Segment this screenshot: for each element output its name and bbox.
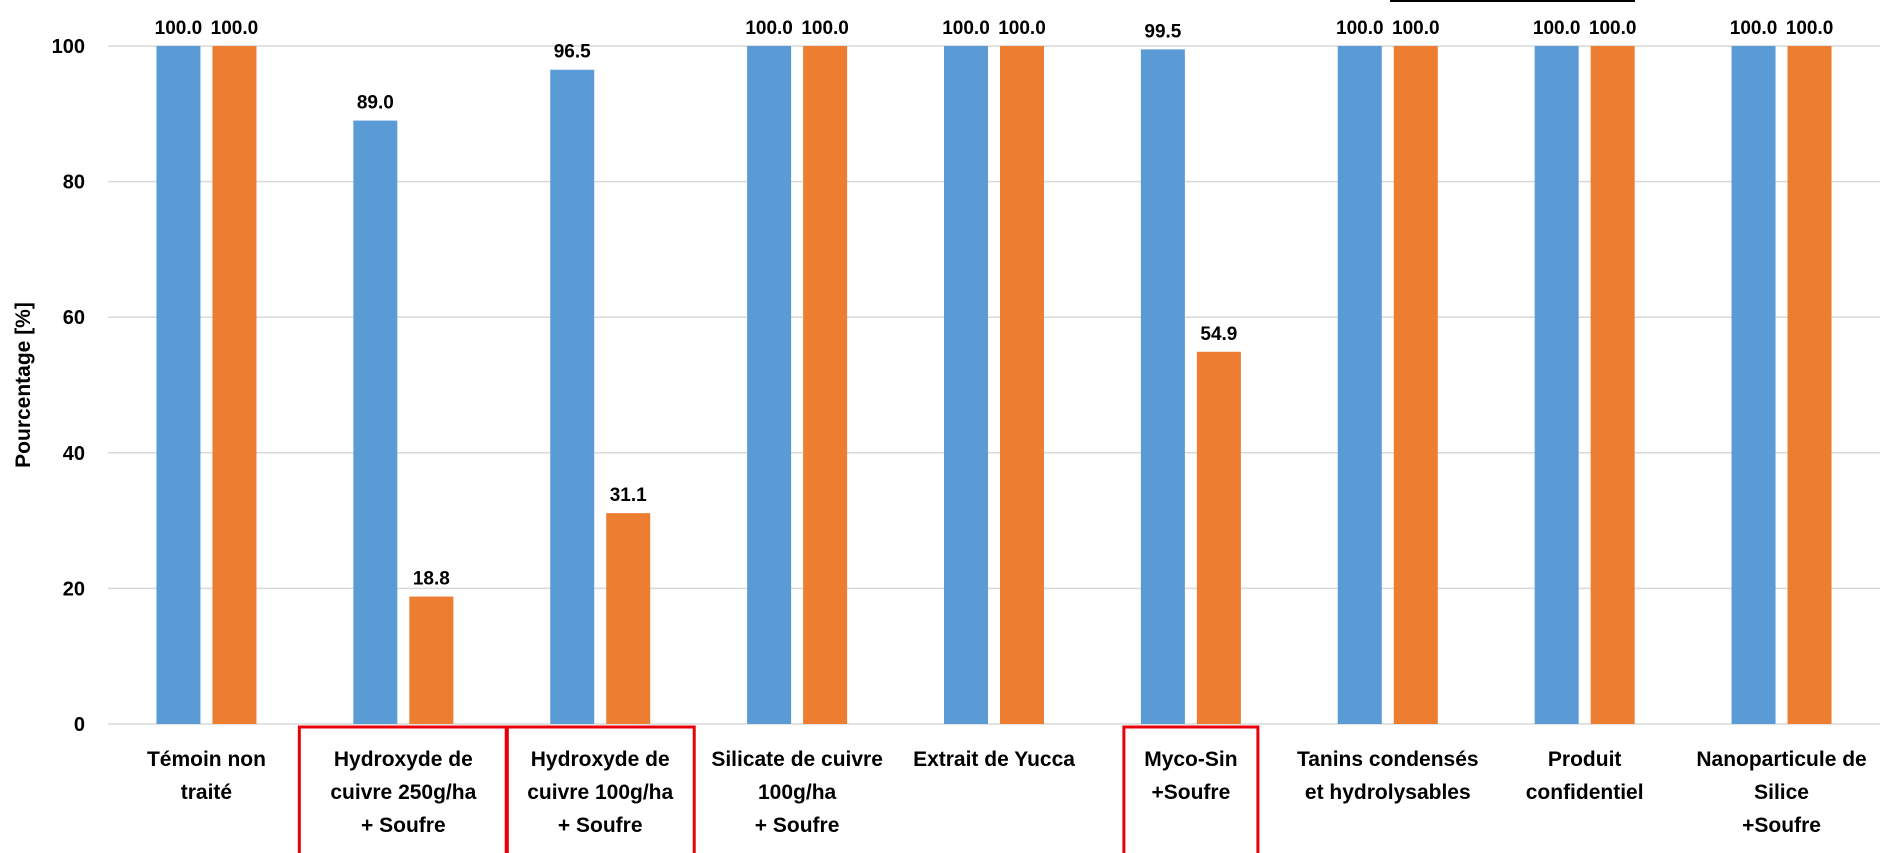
- category-label: Produit confidentiel: [1526, 748, 1644, 804]
- data-label: 100.0: [745, 18, 793, 39]
- data-label: 99.5: [1144, 21, 1181, 42]
- data-label: 100.0: [1533, 18, 1581, 39]
- category-label-line: Silice: [1754, 781, 1809, 804]
- bar: [156, 46, 200, 724]
- bar: [1535, 46, 1579, 724]
- bar: [409, 597, 453, 724]
- category-label: Hydroxyde de cuivre 250g/ha + Soufre: [330, 748, 476, 837]
- bar: [212, 46, 256, 724]
- category-label-line: traité: [181, 781, 232, 804]
- bar: [1394, 46, 1438, 724]
- data-label: 100.0: [1730, 18, 1778, 39]
- category-label-line: +Soufre: [1151, 781, 1230, 804]
- data-label: 96.5: [554, 42, 591, 63]
- category-label: Hydroxyde de cuivre 100g/ha + Soufre: [527, 748, 673, 837]
- data-label: 100.0: [942, 18, 990, 39]
- data-label: 100.0: [998, 18, 1046, 39]
- bar: [1141, 49, 1185, 724]
- category-label-line: Extrait de Yucca: [913, 748, 1075, 771]
- category-label-line: + Soufre: [558, 814, 643, 837]
- category-label: Myco-Sin +Soufre: [1144, 748, 1237, 804]
- y-tick-label: 100: [52, 36, 85, 58]
- category-label-line: + Soufre: [361, 814, 446, 837]
- y-tick-label: 60: [63, 307, 85, 329]
- category-label-line: + Soufre: [755, 814, 840, 837]
- category-label-line: confidentiel: [1526, 781, 1644, 804]
- data-label: 89.0: [357, 93, 394, 114]
- data-labels: 100.0 100.0 89.0 18.8 96.5 31.1 100.0 100.0 100.…: [155, 18, 1834, 590]
- y-tick-label: 80: [63, 172, 85, 194]
- bar: [606, 513, 650, 724]
- y-tick-label: 40: [63, 443, 85, 465]
- bar: [1197, 352, 1241, 724]
- bar: [1732, 46, 1776, 724]
- bar: [747, 46, 791, 724]
- y-tick-label: 0: [74, 714, 85, 736]
- data-label: 100.0: [1589, 18, 1637, 39]
- category-labels: Témoin non traité Hydroxyde de cuivre 250g/…: [147, 748, 1867, 837]
- category-label: Témoin non traité: [147, 748, 266, 804]
- category-label-line: Hydroxyde de: [334, 748, 473, 771]
- data-label: 100.0: [211, 18, 259, 39]
- category-label-line: cuivre 250g/ha: [330, 781, 476, 804]
- category-label-line: Myco-Sin: [1144, 748, 1237, 771]
- category-label-line: Silicate de cuivre: [711, 748, 883, 771]
- data-label: 100.0: [155, 18, 203, 39]
- bar: [1591, 46, 1635, 724]
- data-label: 18.8: [413, 569, 450, 590]
- category-label-line: +Soufre: [1742, 814, 1821, 837]
- bar: [1338, 46, 1382, 724]
- category-label-line: Témoin non: [147, 748, 266, 771]
- bar: [1000, 46, 1044, 724]
- bar: [803, 46, 847, 724]
- category-label: Extrait de Yucca: [913, 748, 1075, 771]
- category-label: Tanins condensés et hydrolysables: [1297, 748, 1479, 804]
- y-axis-ticks: 0 20 40 60 80 100: [52, 36, 85, 736]
- y-tick-label: 20: [63, 578, 85, 600]
- data-label: 100.0: [1336, 18, 1384, 39]
- bar: [353, 121, 397, 724]
- bar: [550, 70, 594, 724]
- data-label: 31.1: [610, 485, 647, 506]
- category-label-line: Tanins condensés: [1297, 748, 1479, 771]
- category-label: Nanoparticule de Silice +Soufre: [1696, 748, 1866, 837]
- data-label: 100.0: [801, 18, 849, 39]
- data-label: 100.0: [1786, 18, 1834, 39]
- category-label-line: Nanoparticule de: [1696, 748, 1866, 771]
- data-label: 54.9: [1200, 324, 1237, 345]
- bars: [156, 46, 1831, 724]
- category-label-line: Hydroxyde de: [531, 748, 670, 771]
- y-axis-label: Pourcentage [%]: [12, 302, 35, 468]
- category-label-line: cuivre 100g/ha: [527, 781, 673, 804]
- category-label-line: et hydrolysables: [1305, 781, 1471, 804]
- category-label-line: 100g/ha: [758, 781, 837, 804]
- bar: [1788, 46, 1832, 724]
- category-label-line: Produit: [1548, 748, 1622, 771]
- data-label: 100.0: [1392, 18, 1440, 39]
- bar: [944, 46, 988, 724]
- category-label: Silicate de cuivre 100g/ha + Soufre: [711, 748, 883, 837]
